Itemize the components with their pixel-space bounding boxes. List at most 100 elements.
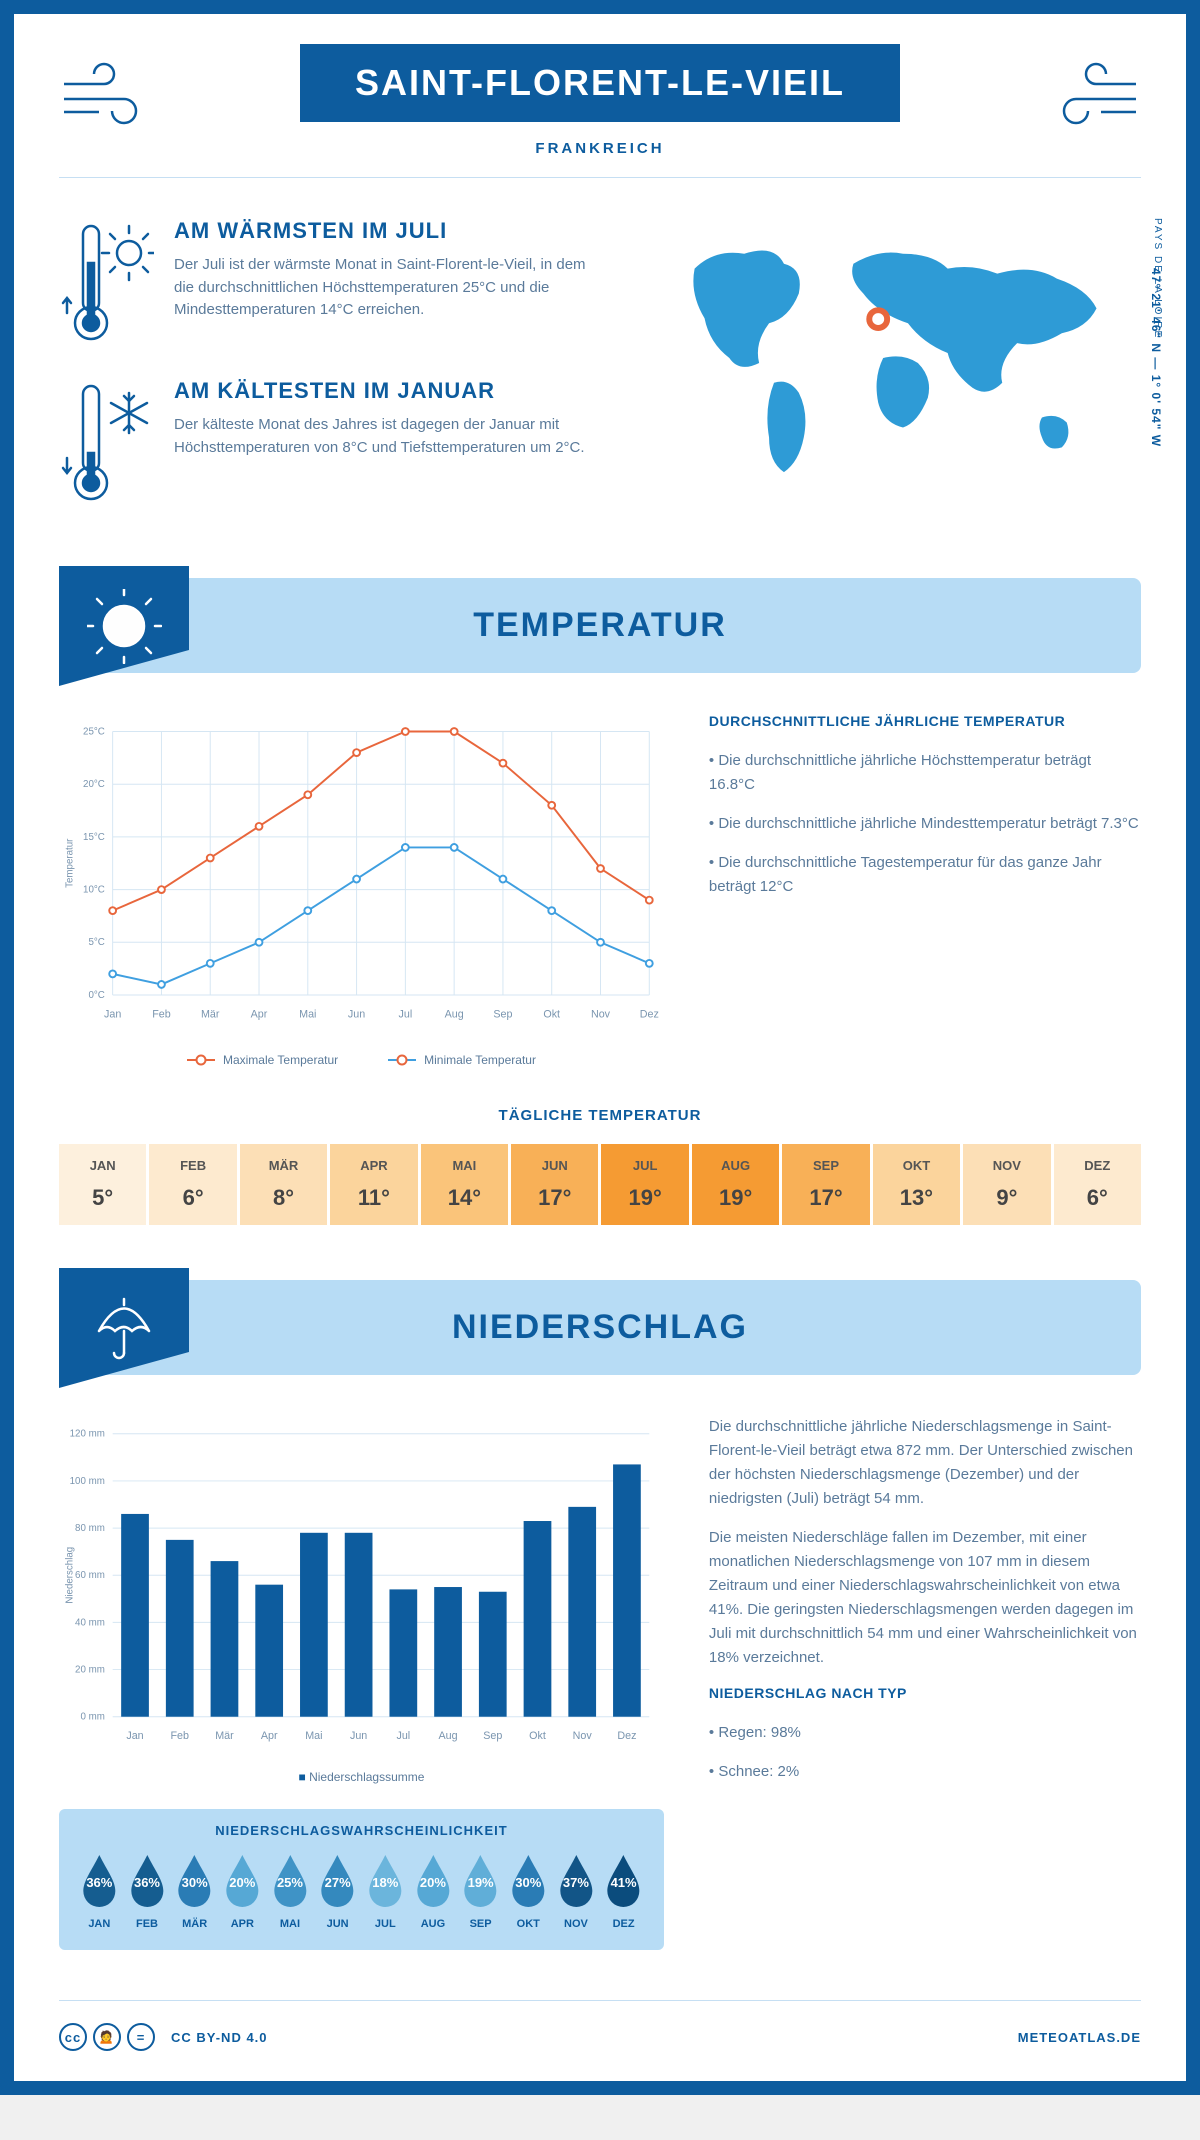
precipitation-chart-row: 0 mm20 mm40 mm60 mm80 mm100 mm120 mmNied…	[59, 1415, 1141, 1950]
coldest-block: AM KÄLTESTEN IM JANUAR Der kälteste Mona…	[59, 378, 605, 508]
daily-cell: SEP17°	[782, 1144, 869, 1225]
nd-icon: =	[127, 2023, 155, 2051]
daily-cell: JUL19°	[601, 1144, 688, 1225]
daily-cell: APR11°	[330, 1144, 417, 1225]
svg-text:Nov: Nov	[591, 1008, 611, 1020]
svg-text:Jan: Jan	[104, 1008, 121, 1020]
probability-drop: 30% MÄR	[172, 1853, 217, 1930]
svg-text:20 mm: 20 mm	[75, 1664, 105, 1675]
legend-max-label: Maximale Temperatur	[223, 1053, 338, 1067]
sun-badge-icon	[59, 566, 189, 686]
license-text: CC BY-ND 4.0	[171, 2030, 268, 2045]
probability-drop: 18% JUL	[363, 1853, 408, 1930]
umbrella-badge-icon	[59, 1268, 189, 1388]
precip-type-line: • Regen: 98%	[709, 1721, 1141, 1745]
svg-text:0 mm: 0 mm	[80, 1712, 104, 1723]
svg-text:25°C: 25°C	[83, 726, 105, 737]
intro-section: AM WÄRMSTEN IM JULI Der Juli ist der wär…	[59, 218, 1141, 538]
svg-text:Okt: Okt	[543, 1008, 560, 1020]
svg-text:Jun: Jun	[348, 1008, 365, 1020]
svg-text:Niederschlag: Niederschlag	[65, 1547, 76, 1604]
daily-cell: MAI14°	[421, 1144, 508, 1225]
location-marker-icon	[869, 310, 887, 328]
svg-text:Temperatur: Temperatur	[65, 838, 76, 888]
svg-text:Mär: Mär	[201, 1008, 220, 1020]
precipitation-bar-chart: 0 mm20 mm40 mm60 mm80 mm100 mm120 mmNied…	[59, 1415, 664, 1755]
precip-paragraph: Die meisten Niederschläge fallen im Deze…	[709, 1526, 1141, 1670]
temp-info-title: DURCHSCHNITTLICHE JÄHRLICHE TEMPERATUR	[709, 713, 1141, 729]
probability-drop: 25% MAI	[268, 1853, 313, 1930]
probability-drop: 20% APR	[220, 1853, 265, 1930]
daily-cell: OKT13°	[873, 1144, 960, 1225]
svg-text:20°C: 20°C	[83, 779, 105, 790]
svg-text:Nov: Nov	[573, 1730, 593, 1742]
svg-text:Sep: Sep	[483, 1730, 502, 1742]
svg-text:Apr: Apr	[251, 1008, 268, 1020]
legend-min-label: Minimale Temperatur	[424, 1053, 536, 1067]
probability-drop: 27% JUN	[315, 1853, 360, 1930]
coldest-text: Der kälteste Monat des Jahres ist dagege…	[174, 414, 605, 459]
precipitation-info: Die durchschnittliche jährliche Niedersc…	[709, 1415, 1141, 1950]
license-block: cc 🙍 = CC BY-ND 4.0	[59, 2023, 268, 2051]
svg-text:100 mm: 100 mm	[70, 1476, 105, 1487]
temperature-title: TEMPERATUR	[473, 606, 727, 645]
thermometer-hot-icon	[59, 218, 154, 348]
temperature-chart-row: 0°C5°C10°C15°C20°C25°CJanFebMärAprMaiJun…	[59, 713, 1141, 1067]
warmest-block: AM WÄRMSTEN IM JULI Der Juli ist der wär…	[59, 218, 605, 348]
svg-text:Mai: Mai	[299, 1008, 316, 1020]
probability-drop: 20% AUG	[411, 1853, 456, 1930]
site-name: METEOATLAS.DE	[1018, 2030, 1141, 2045]
daily-cell: JUN17°	[511, 1144, 598, 1225]
temp-bullet: • Die durchschnittliche jährliche Höchst…	[709, 749, 1141, 797]
daily-temperature-grid: JAN5°FEB6°MÄR8°APR11°MAI14°JUN17°JUL19°A…	[59, 1144, 1141, 1225]
svg-text:Feb: Feb	[170, 1730, 189, 1742]
svg-text:Jul: Jul	[399, 1008, 413, 1020]
page-title: SAINT-FLORENT-LE-VIEIL	[300, 44, 900, 122]
svg-text:120 mm: 120 mm	[70, 1429, 105, 1440]
daily-cell: MÄR8°	[240, 1144, 327, 1225]
temperature-line-chart: 0°C5°C10°C15°C20°C25°CJanFebMärAprMaiJun…	[59, 713, 664, 1033]
svg-text:Aug: Aug	[445, 1008, 464, 1020]
svg-text:Aug: Aug	[439, 1730, 458, 1742]
probability-drop: 19% SEP	[458, 1853, 503, 1930]
wind-icon	[59, 54, 179, 134]
probability-drop: 36% JAN	[77, 1853, 122, 1930]
temp-bullet: • Die durchschnittliche jährliche Mindes…	[709, 812, 1141, 836]
precip-legend: Niederschlagssumme	[59, 1770, 664, 1784]
wind-icon	[1021, 54, 1141, 134]
svg-text:40 mm: 40 mm	[75, 1617, 105, 1628]
svg-text:Mai: Mai	[305, 1730, 322, 1742]
svg-text:Feb: Feb	[152, 1008, 171, 1020]
warmest-text: Der Juli ist der wärmste Monat in Saint-…	[174, 254, 605, 322]
intro-text-column: AM WÄRMSTEN IM JULI Der Juli ist der wär…	[59, 218, 605, 538]
world-map	[645, 218, 1141, 498]
temperature-section-header: TEMPERATUR	[59, 578, 1141, 673]
temperature-info: DURCHSCHNITTLICHE JÄHRLICHE TEMPERATUR •…	[709, 713, 1141, 1067]
precipitation-title: NIEDERSCHLAG	[452, 1308, 748, 1347]
probability-drop: 37% NOV	[554, 1853, 599, 1930]
svg-text:10°C: 10°C	[83, 885, 105, 896]
temp-bullet: • Die durchschnittliche Tagestemperatur …	[709, 851, 1141, 899]
daily-cell: DEZ6°	[1054, 1144, 1141, 1225]
probability-box: NIEDERSCHLAGSWAHRSCHEINLICHKEIT 36% JAN …	[59, 1809, 664, 1950]
svg-text:5°C: 5°C	[88, 937, 104, 948]
coords-label: 47° 21' 46" N — 1° 0' 54" W	[1149, 268, 1163, 447]
precipitation-section-header: NIEDERSCHLAG	[59, 1280, 1141, 1375]
precip-type-line: • Schnee: 2%	[709, 1760, 1141, 1784]
svg-text:Jun: Jun	[350, 1730, 367, 1742]
map-column: PAYS DE LA LOIRE 47° 21' 46" N — 1° 0' 5…	[645, 218, 1141, 538]
coldest-title: AM KÄLTESTEN IM JANUAR	[174, 378, 605, 404]
probability-drop: 41% DEZ	[601, 1853, 646, 1930]
daily-cell: NOV9°	[963, 1144, 1050, 1225]
infographic-page: SAINT-FLORENT-LE-VIEIL FRANKREICH AM WÄR…	[0, 0, 1200, 2095]
svg-text:15°C: 15°C	[83, 832, 105, 843]
warmest-title: AM WÄRMSTEN IM JULI	[174, 218, 605, 244]
probability-drop: 30% OKT	[506, 1853, 551, 1930]
header: SAINT-FLORENT-LE-VIEIL FRANKREICH	[59, 44, 1141, 178]
daily-temp-title: TÄGLICHE TEMPERATUR	[59, 1107, 1141, 1124]
daily-cell: JAN5°	[59, 1144, 146, 1225]
svg-text:Jul: Jul	[396, 1730, 410, 1742]
daily-cell: AUG19°	[692, 1144, 779, 1225]
svg-text:Jan: Jan	[126, 1730, 143, 1742]
thermometer-cold-icon	[59, 378, 154, 508]
